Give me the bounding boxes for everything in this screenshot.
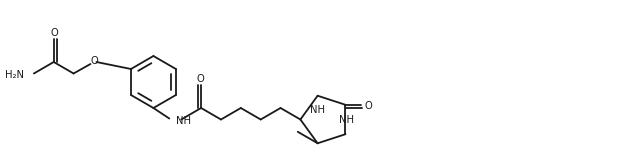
Text: O: O [91, 56, 98, 66]
Text: NH: NH [339, 115, 354, 125]
Text: O: O [196, 74, 204, 84]
Text: H₂N: H₂N [5, 70, 24, 80]
Text: NH: NH [176, 116, 191, 126]
Text: O: O [365, 101, 372, 111]
Text: O: O [51, 28, 59, 38]
Text: NH: NH [310, 105, 325, 115]
